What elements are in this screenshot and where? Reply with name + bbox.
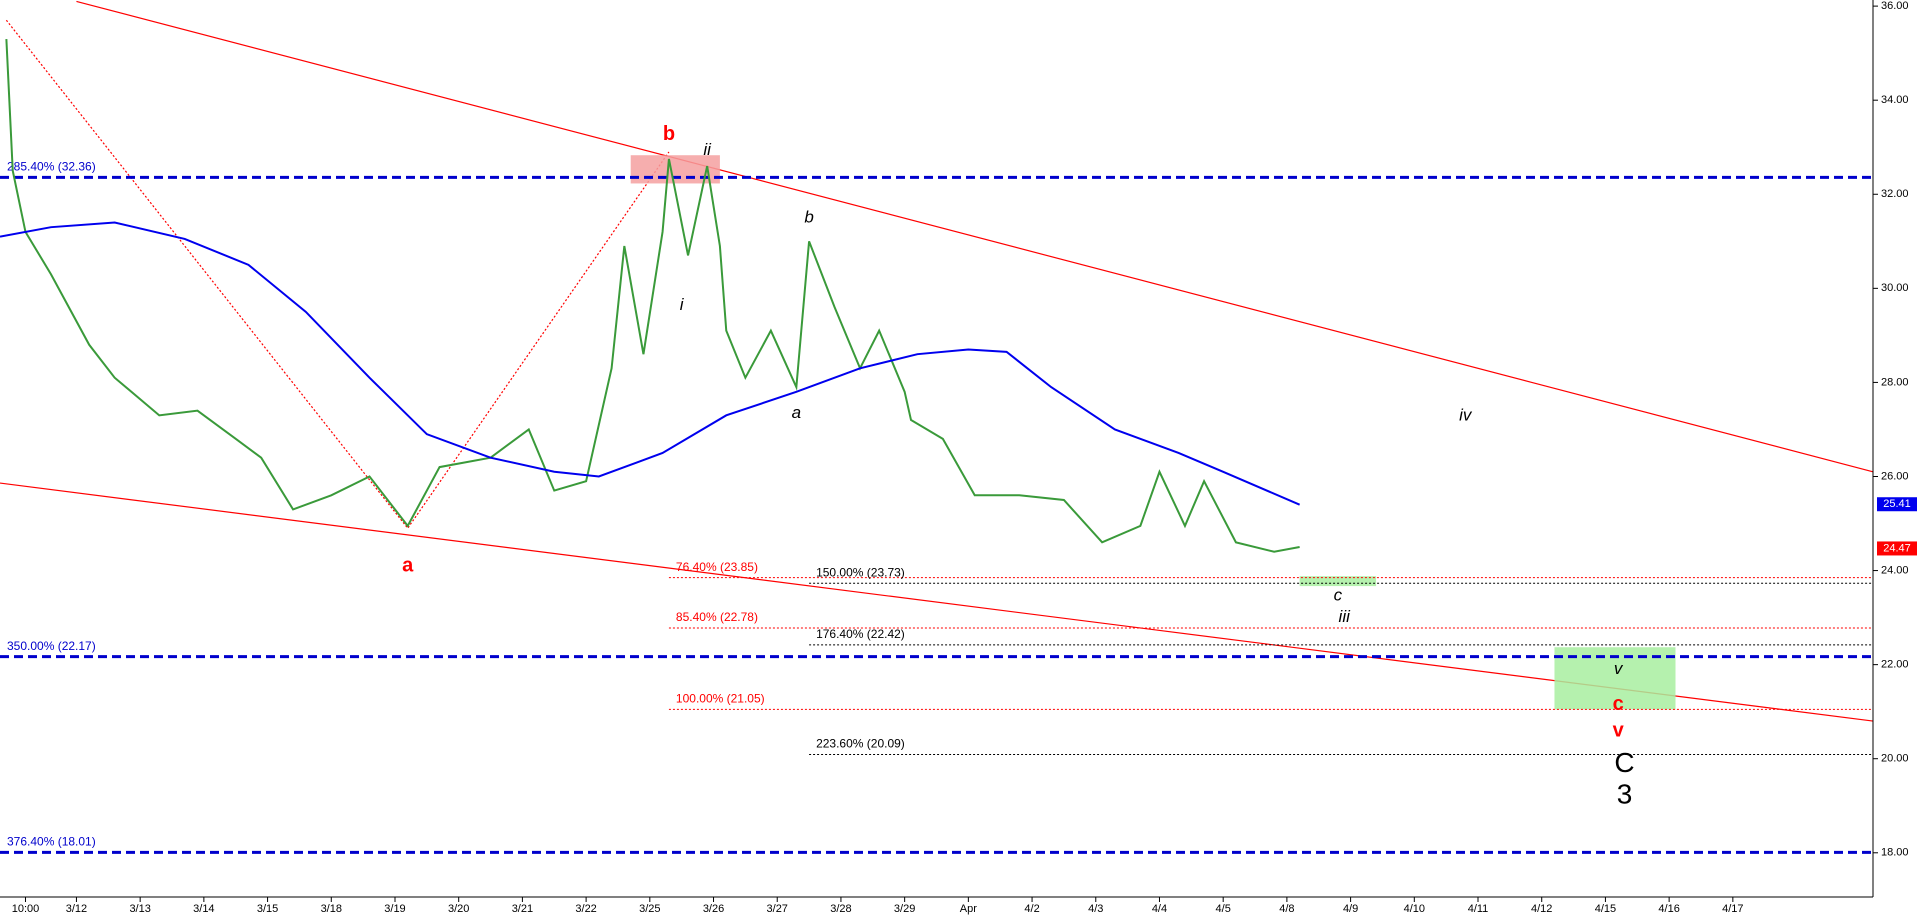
y-tick-label: 24.00: [1881, 564, 1909, 576]
price-tag: [1877, 541, 1917, 556]
wave-label: ii: [703, 140, 712, 159]
x-tick-label: 3/20: [448, 903, 469, 915]
wave-label: iv: [1459, 405, 1473, 424]
x-tick-label: 3/28: [830, 903, 851, 915]
trend-line: [76, 0, 1874, 473]
y-tick-label: 22.00: [1881, 659, 1909, 671]
x-tick-label: 4/9: [1343, 903, 1358, 915]
wave-label: c: [1613, 693, 1624, 715]
x-tick-label: 4/12: [1531, 903, 1552, 915]
wave-label: C: [1614, 747, 1634, 778]
series-line: [5, 38, 1300, 553]
series-line: [0, 221, 1301, 506]
y-tick-label: 32.00: [1881, 188, 1909, 200]
fib-label: 85.40% (22.78): [676, 610, 758, 624]
x-tick-label: 3/22: [575, 903, 596, 915]
y-tick-label: 18.00: [1881, 847, 1909, 859]
x-tick-label: 3/25: [639, 903, 660, 915]
x-tick-label: 4/4: [1152, 903, 1167, 915]
price-tag: [1877, 497, 1917, 512]
y-tick-label: 30.00: [1881, 282, 1909, 294]
wave-label: a: [402, 555, 414, 577]
x-tick-label: 3/12: [66, 903, 87, 915]
wave-label: b: [663, 123, 675, 145]
x-tick-label: 3/15: [257, 903, 278, 915]
fib-label: 350.00% (22.17): [7, 639, 96, 653]
x-tick-label: 3/13: [129, 903, 150, 915]
x-tick-label: 3/14: [193, 903, 214, 915]
fib-label: 285.40% (32.36): [7, 160, 96, 174]
price-tag-label: 25.41: [1883, 498, 1911, 510]
x-tick-label: 4/11: [1468, 903, 1489, 915]
wave-label: b: [804, 207, 813, 226]
wave-label: i: [680, 295, 685, 314]
x-tick-label: 4/2: [1024, 903, 1039, 915]
wave-label: 3: [1617, 779, 1633, 810]
y-tick-label: 28.00: [1881, 376, 1909, 388]
wave-label: c: [1334, 585, 1343, 604]
fib-label: 76.40% (23.85): [676, 560, 758, 574]
y-tick-label: 36.00: [1881, 0, 1909, 12]
x-tick-label: 3/18: [321, 903, 342, 915]
trend-line: [5, 19, 670, 530]
wave-label: v: [1613, 720, 1625, 742]
wave-label: a: [792, 403, 801, 422]
x-tick-label: 4/16: [1658, 903, 1679, 915]
x-tick-label: 3/26: [703, 903, 724, 915]
x-tick-label: 4/3: [1088, 903, 1103, 915]
wave-label: iii: [1339, 607, 1352, 626]
x-tick-label: 4/17: [1722, 903, 1743, 915]
x-tick-label: 10:00: [12, 903, 40, 915]
x-tick-label: Apr: [960, 903, 977, 915]
target-box: [1299, 576, 1377, 587]
fib-label: 176.40% (22.42): [816, 627, 905, 641]
x-tick-label: 4/8: [1279, 903, 1294, 915]
fib-label: 150.00% (23.73): [816, 565, 905, 579]
x-tick-label: 4/5: [1216, 903, 1231, 915]
x-tick-label: 3/27: [767, 903, 788, 915]
fib-label: 100.00% (21.05): [676, 691, 765, 705]
y-tick-label: 26.00: [1881, 470, 1909, 482]
x-tick-label: 3/19: [384, 903, 405, 915]
fib-label: 223.60% (20.09): [816, 737, 905, 751]
wave-label: v: [1614, 659, 1624, 678]
x-tick-label: 4/15: [1595, 903, 1616, 915]
x-tick-label: 3/21: [512, 903, 533, 915]
y-tick-label: 34.00: [1881, 94, 1909, 106]
fib-label: 376.40% (18.01): [7, 834, 96, 848]
x-tick-label: 3/29: [894, 903, 915, 915]
y-tick-label: 20.00: [1881, 753, 1909, 765]
x-tick-label: 4/10: [1404, 903, 1425, 915]
price-tag-label: 24.47: [1883, 542, 1911, 554]
